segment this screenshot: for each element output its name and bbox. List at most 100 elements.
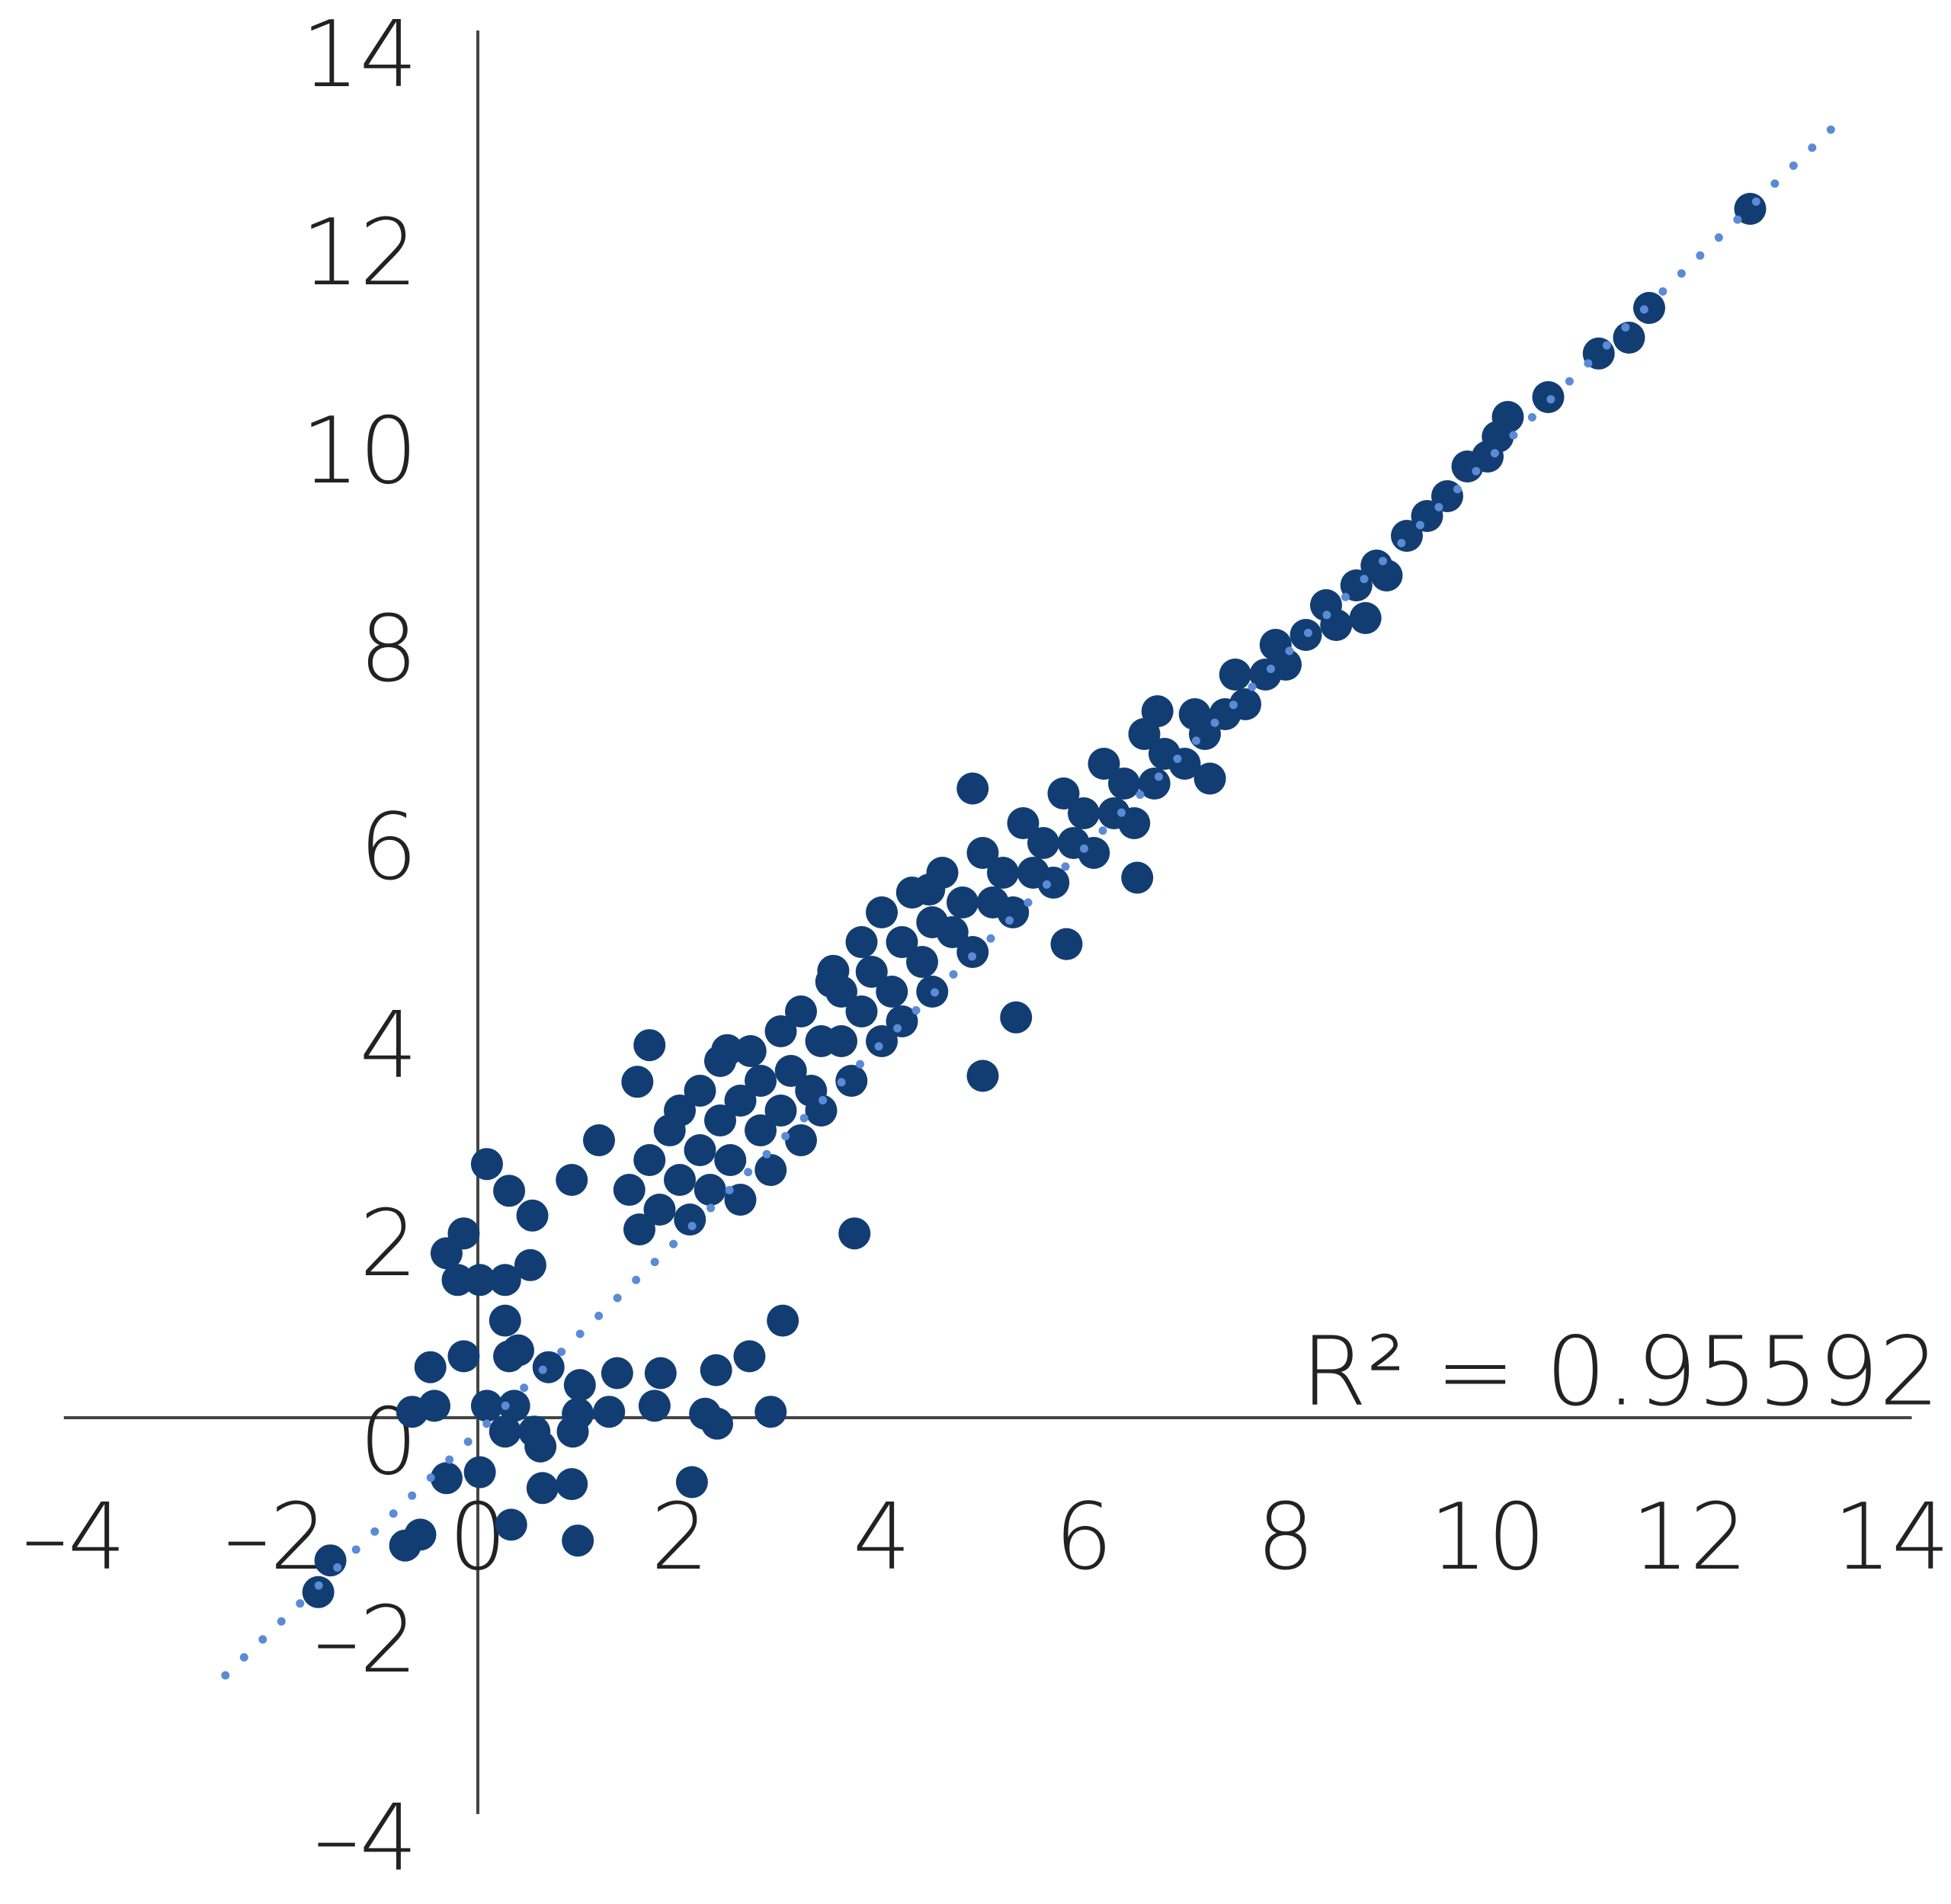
y-tick-label: 14 [301,2,418,108]
data-point [556,1468,588,1501]
data-point [754,1396,787,1428]
data-point [593,1396,626,1428]
data-point [524,1430,557,1463]
data-point [674,1204,706,1236]
data-point [701,1407,734,1440]
data-point [502,1334,534,1367]
data-point [1118,807,1151,839]
data-point [621,1066,654,1098]
data-point [956,772,989,805]
data-point [1482,421,1514,453]
data-point [495,1508,527,1541]
data-point [1633,292,1665,324]
data-point [430,1237,463,1270]
data-point [1370,559,1403,591]
trendline [221,125,1835,1680]
data-point [675,1466,708,1499]
data-point [389,1529,421,1562]
data-point [684,1075,716,1107]
data-point [638,1390,671,1422]
data-point [489,1304,521,1337]
data-point [447,1340,480,1373]
data-point [489,1415,521,1448]
data-point [966,1059,999,1092]
data-point [835,1065,868,1097]
data-point [498,1390,530,1422]
x-tick-label: 10 [1430,1485,1546,1591]
r-squared-annotation: R² = 0.95592 [1301,1316,1940,1427]
data-point [430,1462,463,1495]
data-point [441,1264,474,1297]
data-point [947,886,979,918]
data-point [764,1015,797,1047]
data-point [1037,867,1070,899]
data-point [633,1029,666,1062]
data-point [838,1217,871,1250]
data-point [997,896,1030,928]
data-point [785,1124,817,1156]
data-point [1613,322,1645,354]
x-tick-label: 8 [1257,1485,1315,1591]
y-tick-label: 6 [360,795,418,901]
data-point [514,1248,546,1281]
data-point [774,1055,807,1087]
data-point [493,1175,526,1207]
data-point [733,1340,766,1373]
data-point [643,1194,676,1226]
data-point [987,857,1019,889]
data-point [613,1174,646,1206]
data-point [644,1357,677,1390]
data-point [1007,807,1040,839]
data-point [785,995,817,1027]
data-point [1068,797,1100,829]
x-tick-label: –2 [224,1485,328,1591]
y-tick-label: 8 [360,597,418,703]
data-point [563,1369,596,1402]
data-point [1121,861,1154,894]
data-point [556,1415,589,1448]
data-point [700,1354,732,1386]
data-point [1088,748,1120,780]
data-point [314,1544,347,1577]
data-point [767,1304,799,1337]
data-point [845,926,878,958]
x-tick-label: 0 [449,1485,507,1591]
data-point [694,1174,726,1206]
data-point [855,956,888,988]
data-point [825,1025,857,1057]
data-point [664,1095,696,1127]
data-point [470,1148,503,1181]
data-point [906,946,938,978]
x-tick-label: 14 [1834,1485,1950,1591]
data-point [562,1524,594,1557]
data-point [866,896,898,928]
y-tick-label: –2 [314,1588,418,1694]
data-point [556,1164,588,1196]
data-point [1270,649,1302,681]
y-tick-label: 10 [301,399,418,505]
data-point [825,976,857,1008]
data-point [633,1144,666,1176]
data-point [1108,768,1140,800]
data-point [754,1154,787,1186]
data-point [526,1472,559,1505]
data-point [1000,1001,1033,1034]
data-point [1027,827,1059,859]
data-point [745,1114,777,1146]
data-point [866,1025,898,1057]
data-point [926,857,959,889]
data-point [845,995,878,1027]
data-point [418,1390,451,1422]
data-point [886,926,918,958]
data-point [532,1351,565,1383]
data-point [463,1264,496,1297]
data-point [470,1390,503,1422]
data-point [583,1124,615,1156]
data-point [1047,777,1080,809]
data-point [302,1575,335,1608]
data-point [1128,718,1161,750]
x-tick-label: 12 [1632,1485,1748,1591]
data-point [956,936,989,968]
data-point [414,1351,447,1383]
